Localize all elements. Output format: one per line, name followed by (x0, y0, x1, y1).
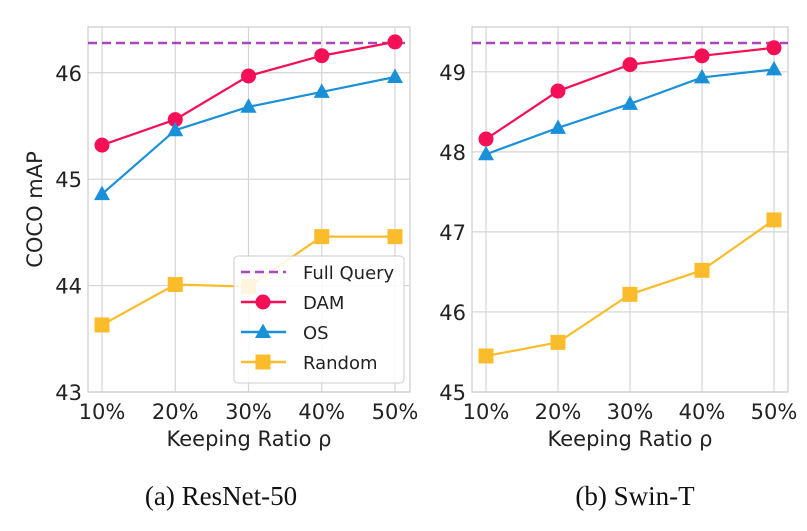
y-tick-label: 43 (55, 381, 82, 405)
legend-label: DAM (303, 293, 344, 314)
data-point-os (313, 83, 330, 98)
y-tick-label: 44 (55, 275, 82, 299)
y-tick-label: 45 (439, 381, 466, 405)
x-axis-label: Keeping Ratio ρ (548, 427, 713, 451)
legend-box (233, 255, 405, 384)
legend-label: OS (303, 323, 329, 344)
x-axis-label: Keeping Ratio ρ (167, 427, 332, 451)
data-point-random (478, 348, 494, 364)
data-point-os (167, 121, 184, 137)
y-tick-label: 48 (439, 141, 466, 165)
y-tick-label: 45 (55, 168, 82, 192)
data-point-dam (314, 48, 330, 64)
data-point-dam (766, 40, 782, 56)
data-point-dam (167, 112, 183, 128)
legend-label: Random (303, 353, 378, 374)
data-point-random (550, 334, 566, 350)
data-point-os (478, 145, 494, 161)
x-tick-label: 40% (679, 400, 726, 424)
data-point-os (694, 68, 710, 84)
chart-caption: (b) Swin-T (575, 481, 695, 511)
data-point-random (314, 229, 330, 245)
data-point-os (94, 185, 110, 201)
legend-marker (255, 323, 271, 338)
x-tick-label: 50% (372, 400, 419, 424)
data-point-random (622, 286, 638, 302)
data-point-random (387, 229, 403, 245)
x-tick-label: 40% (298, 400, 345, 424)
data-point-random (766, 212, 782, 228)
y-tick-label: 47 (439, 221, 466, 245)
x-tick-label: 30% (607, 400, 654, 424)
y-tick-label: 46 (55, 62, 82, 86)
x-tick-label: 20% (152, 400, 199, 424)
x-tick-label: 50% (751, 400, 798, 424)
plot-frame (87, 26, 411, 393)
x-tick-label: 30% (225, 400, 272, 424)
data-point-random (694, 262, 710, 278)
data-point-random (94, 317, 110, 333)
plot-frame (471, 26, 789, 393)
panel-0: 10% 20% 30% 40% 50% 43 44 45 46 Keeping Ratio ρ CO… (23, 26, 419, 511)
data-point-os (622, 95, 638, 110)
legend-label: Full Query (303, 263, 395, 284)
data-point-os (240, 98, 257, 113)
data-point-dam (94, 137, 110, 153)
y-tick-label: 49 (439, 61, 466, 85)
data-point-os (550, 119, 566, 134)
y-axis-label: COCO mAP (23, 151, 47, 268)
data-point-dam (387, 34, 403, 50)
y-tick-label: 46 (439, 301, 466, 325)
chart-caption: (a) ResNet-50 (145, 481, 297, 511)
legend-marker (255, 294, 271, 310)
x-tick-label: 10% (463, 400, 510, 424)
data-point-dam (622, 57, 638, 73)
data-point-random (167, 277, 183, 293)
data-point-os (387, 68, 403, 84)
data-point-dam (550, 83, 566, 99)
x-tick-label: 10% (79, 400, 126, 424)
data-point-os (766, 60, 782, 76)
data-point-dam (694, 48, 710, 64)
panel-1: 10% 20% 30% 40% 50% 45 46 47 48 49 Keeping Ratio ρ… (439, 26, 798, 511)
data-point-dam (241, 68, 256, 84)
data-point-dam (478, 131, 494, 147)
legend: Full Query DAM OS Random (233, 255, 405, 384)
legend-marker (255, 354, 271, 370)
x-tick-label: 20% (535, 400, 582, 424)
